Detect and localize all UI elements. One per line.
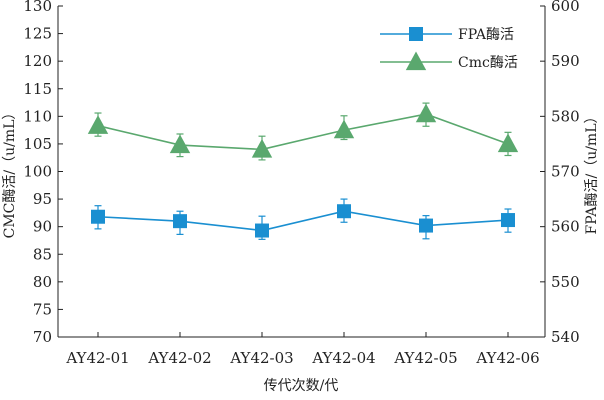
data-point-marker (501, 213, 515, 228)
legend-marker (409, 27, 423, 41)
data-point-marker (415, 103, 437, 123)
series-line (97, 210, 509, 232)
data-point-marker (333, 119, 355, 139)
right-y-tick-label: 590 (551, 52, 580, 70)
left-y-tick-label: 110 (23, 107, 52, 125)
left-y-axis-title: CMC酶活/（u/mL） (2, 106, 18, 239)
left-y-tick-label: 75 (33, 300, 52, 318)
x-tick-label: AY42-03 (229, 349, 293, 367)
legend-label: Cmc酶活 (458, 55, 518, 71)
legend-marker (405, 51, 427, 71)
right-y-tick-label: 560 (551, 218, 580, 236)
data-point-marker (169, 134, 191, 154)
right-y-tick-label: 550 (551, 273, 580, 291)
legend: FPA酶活 Cmc酶活 (380, 27, 518, 71)
data-point-marker (255, 223, 269, 238)
x-tick-label: AY42-04 (311, 349, 375, 367)
right-y-tick-label: 570 (551, 163, 580, 181)
series-fpa (91, 198, 515, 240)
left-y-tick-label: 120 (23, 52, 52, 70)
series-layer (87, 102, 519, 240)
x-axis-title: 传代次数/代 (264, 378, 339, 394)
left-y-tick-label: 70 (33, 328, 52, 346)
data-point-marker (419, 218, 433, 233)
right-y-tick-label: 540 (551, 328, 580, 346)
right-y-tick-label: 580 (551, 107, 580, 125)
data-point-marker (497, 133, 519, 153)
series-cmc (87, 102, 519, 161)
right-y-tick-label: 600 (551, 0, 580, 15)
left-y-tick-label: 105 (23, 135, 52, 153)
data-point-marker (337, 204, 351, 219)
left-y-tick-label: 125 (23, 25, 52, 43)
left-y-tick-label: 130 (23, 0, 52, 15)
legend-label: FPA酶活 (458, 27, 514, 43)
series-line (97, 113, 509, 151)
right-y-axis-title: FPA酶活/（u/mL） (584, 110, 600, 235)
left-y-tick-label: 85 (33, 245, 52, 263)
left-y-ticks: 70 75 80 85 90 95 100 105 110 115 120 125 130 (23, 0, 63, 346)
x-tick-label: AY42-05 (393, 349, 457, 367)
x-ticks: AY42-01 AY42-02 AY42-03 AY42-04 AY42-05 AY42-… (65, 332, 540, 367)
left-y-tick-label: 100 (23, 163, 52, 181)
left-y-tick-label: 95 (33, 190, 52, 208)
data-point-marker (173, 214, 187, 229)
left-y-tick-label: 115 (23, 80, 52, 98)
left-y-tick-label: 90 (33, 218, 52, 236)
data-point-marker (91, 209, 105, 224)
data-point-marker (251, 138, 273, 158)
x-tick-label: AY42-01 (65, 349, 129, 367)
left-y-tick-label: 80 (33, 273, 52, 291)
x-tick-label: AY42-06 (475, 349, 539, 367)
data-point-marker (87, 115, 109, 134)
x-tick-label: AY42-02 (147, 349, 211, 367)
right-y-ticks: 540 550 560 570 580 590 600 (540, 0, 580, 346)
